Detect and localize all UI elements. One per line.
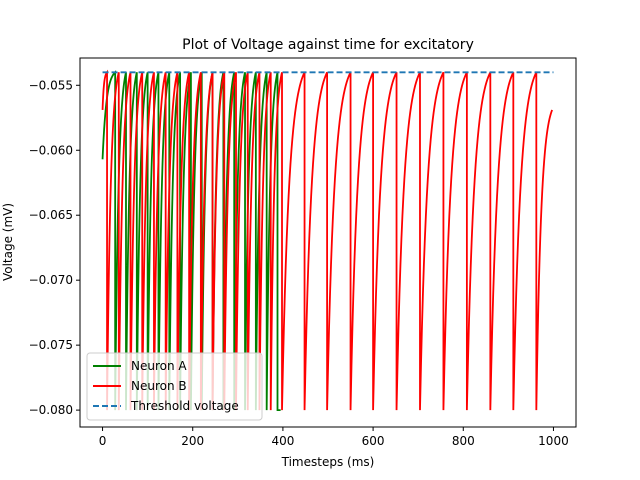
legend-label-neuron-a: Neuron A (131, 359, 187, 373)
y-axis-label: Voltage (mV) (1, 203, 15, 281)
series-line-neuron-b (101, 69, 553, 411)
series-layer (101, 69, 554, 412)
x-axis-label: Timesteps (ms) (281, 455, 375, 469)
y-tick-label: −0.055 (29, 78, 73, 92)
x-tick-label: 200 (181, 434, 204, 448)
x-tick-label: 1000 (538, 434, 569, 448)
legend: Neuron A Neuron B Threshold voltage (86, 352, 263, 421)
x-tick-label: 800 (452, 434, 475, 448)
plot-frame (79, 57, 577, 428)
x-tick-label: 600 (362, 434, 385, 448)
legend-label-threshold: Threshold voltage (130, 399, 239, 413)
y-tick-label: −0.060 (29, 143, 73, 157)
y-ticks: −0.080 −0.075 −0.070 −0.065 −0.060 −0.055 (29, 78, 80, 417)
y-tick-label: −0.075 (29, 338, 73, 352)
x-tick-label: 0 (99, 434, 107, 448)
y-tick-label: −0.070 (29, 273, 73, 287)
series-line-neuron-a (101, 70, 281, 412)
y-tick-label: −0.080 (29, 403, 73, 417)
legend-label-neuron-b: Neuron B (131, 379, 187, 393)
chart-title: Plot of Voltage against time for excitat… (182, 37, 474, 53)
x-ticks: 0 200 400 600 800 1000 (99, 427, 569, 448)
legend-box (86, 352, 263, 421)
y-tick-label: −0.065 (29, 208, 73, 222)
x-tick-label: 400 (271, 434, 294, 448)
